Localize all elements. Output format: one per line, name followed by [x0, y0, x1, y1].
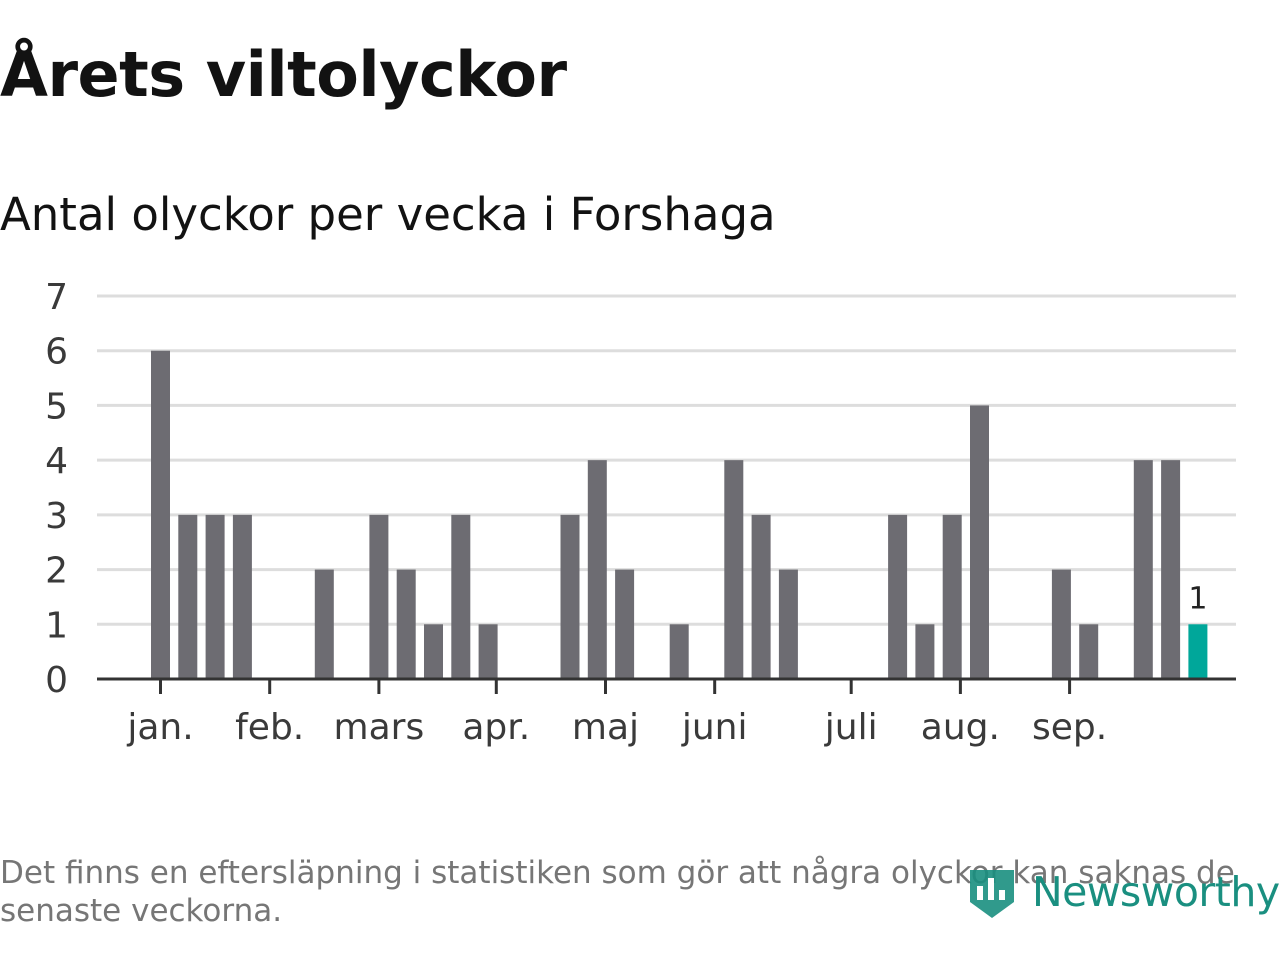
y-tick-label: 2	[45, 551, 68, 592]
bars	[151, 350, 1208, 679]
bar	[888, 514, 908, 679]
bar	[970, 405, 989, 679]
bar	[232, 514, 252, 679]
bar	[1133, 460, 1153, 679]
x-tick-label: aug.	[921, 707, 1000, 748]
y-tick-label: 3	[45, 496, 68, 537]
bar	[724, 460, 744, 679]
bar	[1051, 569, 1071, 679]
bar	[942, 514, 962, 679]
chart-subtitle: Antal olyckor per vecka i Forshaga	[0, 188, 776, 241]
bar	[1079, 624, 1099, 679]
bar	[369, 514, 389, 679]
y-axis-ticks: 0 1 2 3 4 5 6 7	[45, 277, 68, 701]
footnote: Det finns en eftersläpning i statistiken…	[0, 855, 1235, 929]
bar-highlight	[1188, 624, 1208, 679]
bar	[424, 624, 443, 679]
bar	[1161, 460, 1181, 679]
x-tick-label: apr.	[462, 707, 530, 748]
x-tick-label: maj	[572, 707, 639, 748]
chart-title: Årets viltolyckor	[0, 38, 567, 111]
y-tick-label: 6	[45, 332, 68, 373]
data-label-latest: 1	[1188, 581, 1207, 616]
x-tick-label: juni	[681, 707, 748, 748]
newsworthy-logo: Newsworthy	[966, 862, 1280, 922]
bar	[205, 514, 225, 679]
bar	[615, 569, 635, 679]
x-tick-label: juli	[824, 707, 878, 748]
y-tick-label: 7	[45, 277, 68, 318]
bar	[915, 624, 935, 679]
bar	[560, 514, 580, 679]
x-tick-label: mars	[334, 707, 425, 748]
x-tick-label: sep.	[1032, 707, 1107, 748]
bar-chart: 0 1 2 3 4 5 6 7 jan. feb. mars apr. maj juni juli aug.…	[45, 277, 1236, 748]
y-tick-label: 4	[45, 441, 68, 482]
bar	[478, 624, 498, 679]
x-axis-ticks: jan. feb. mars apr. maj juni juli aug. sep.	[126, 679, 1107, 748]
bar	[587, 460, 607, 679]
y-tick-label: 0	[45, 660, 68, 701]
y-tick-label: 5	[45, 386, 68, 427]
data-labels: 1	[1188, 581, 1207, 616]
bar	[314, 569, 334, 679]
bar	[178, 514, 198, 679]
bar	[451, 514, 471, 679]
bar-chart-logo-icon	[970, 870, 1014, 918]
bar	[751, 514, 771, 679]
bar	[778, 569, 798, 679]
y-tick-label: 1	[45, 605, 68, 646]
x-tick-label: jan.	[126, 707, 193, 748]
bar	[669, 624, 689, 679]
bar	[396, 569, 416, 679]
x-tick-label: feb.	[235, 707, 304, 748]
brand-name: Newsworthy	[1032, 868, 1280, 916]
grid-lines	[97, 294, 1236, 626]
bar	[151, 350, 170, 679]
